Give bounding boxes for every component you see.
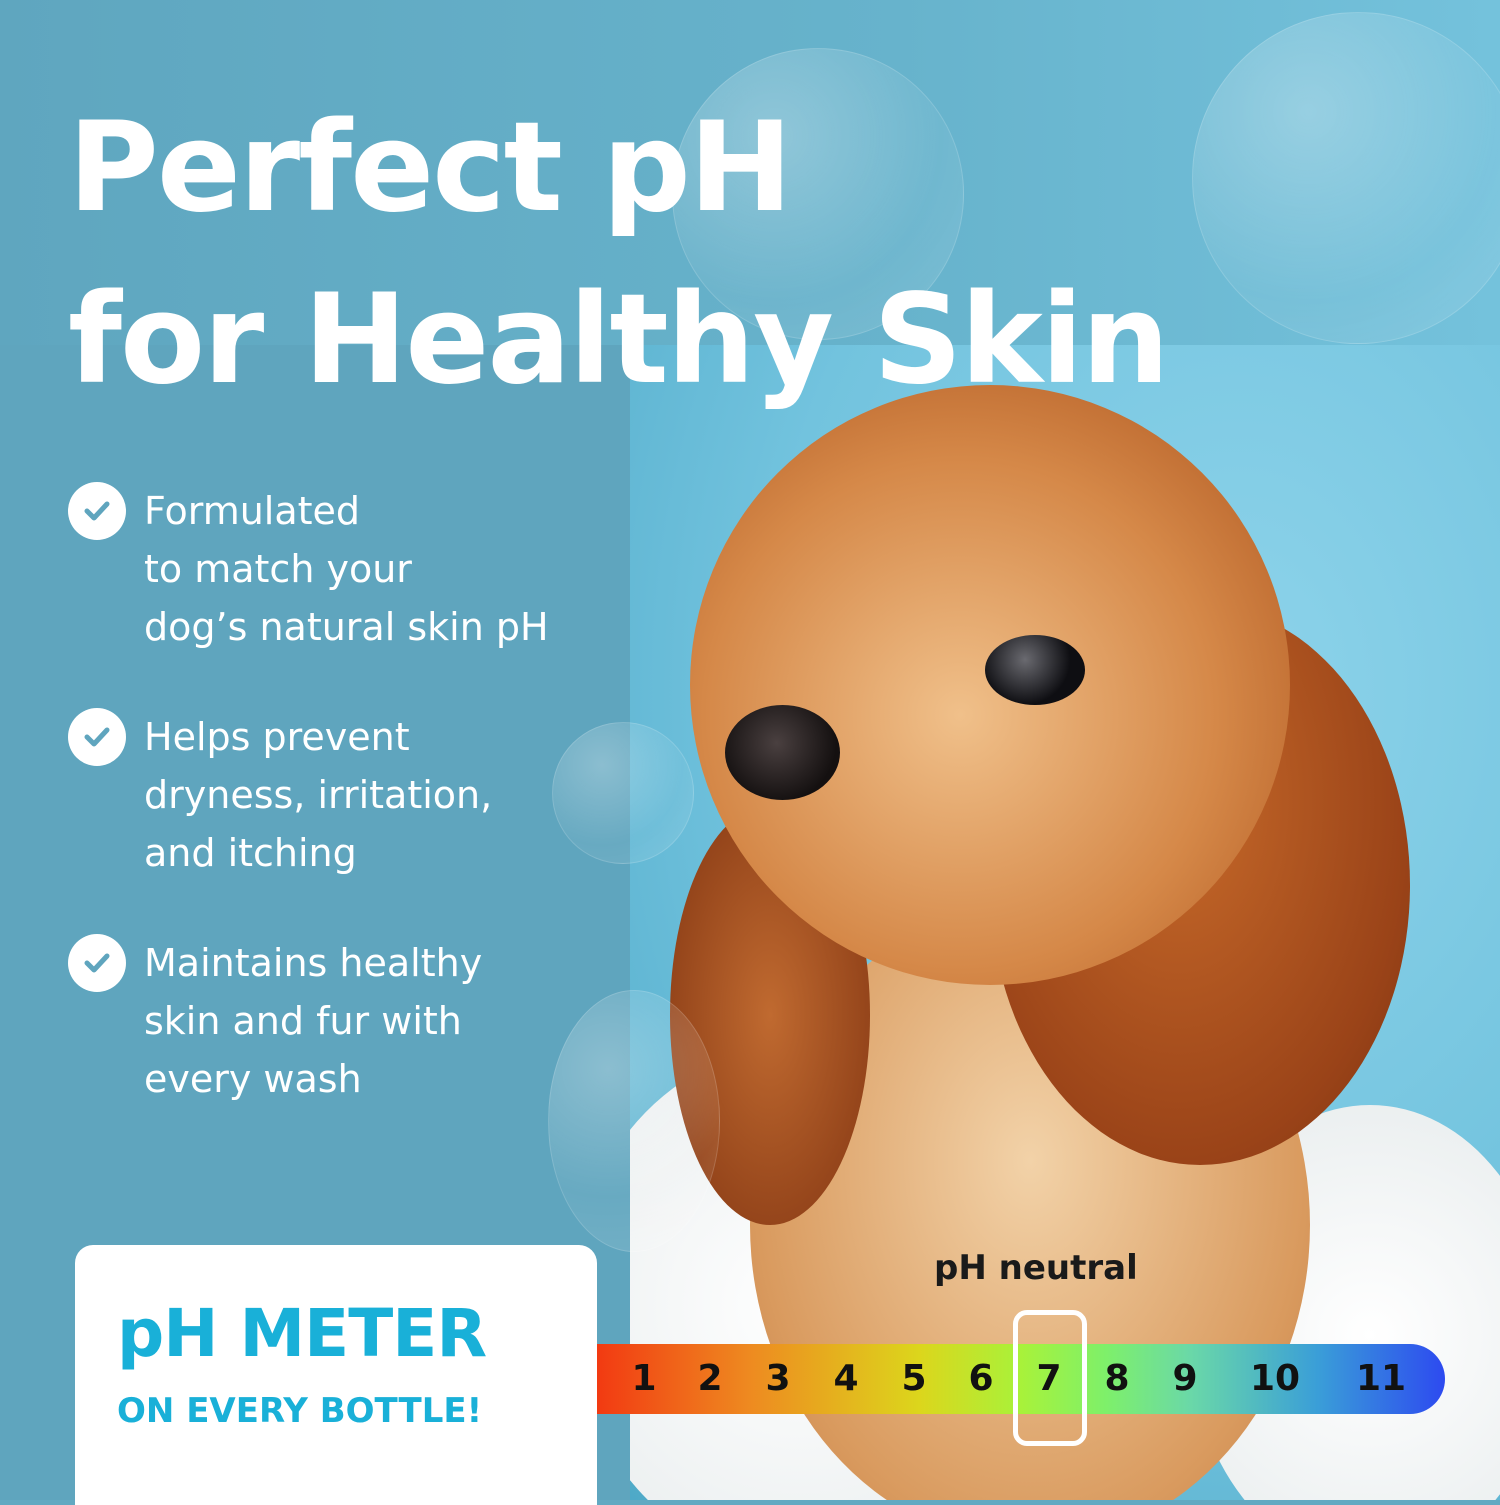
benefit-text: Helps prevent dryness, irritation, and i… <box>144 715 493 875</box>
benefit-item: Maintains healthy skin and fur with ever… <box>68 934 549 1108</box>
ph-neutral-marker <box>1013 1310 1087 1446</box>
ph-tick-6: 6 <box>968 1358 994 1399</box>
ph-neutral-label: pH neutral <box>934 1248 1138 1288</box>
benefits-list: Formulated to match your dog’s natural s… <box>68 482 549 1160</box>
ph-tick-7: 7 <box>1036 1358 1062 1399</box>
puppy-eye <box>985 635 1085 705</box>
benefit-item: Helps prevent dryness, irritation, and i… <box>68 708 549 882</box>
check-circle-icon <box>68 708 126 766</box>
ph-tick-1: 1 <box>631 1358 657 1399</box>
ph-tick-4: 4 <box>833 1358 859 1399</box>
puppy-photo <box>630 345 1500 1500</box>
ph-scale-bar: 1 2 3 4 5 6 7 8 9 10 11 <box>597 1344 1445 1414</box>
benefit-text: Formulated to match your dog’s natural s… <box>144 489 549 649</box>
check-circle-icon <box>68 482 126 540</box>
check-circle-icon <box>68 934 126 992</box>
callout-subtitle: ON EVERY BOTTLE! <box>117 1391 483 1431</box>
ph-tick-9: 9 <box>1172 1358 1198 1399</box>
ph-tick-2: 2 <box>697 1358 723 1399</box>
headline: Perfect pH for Healthy Skin <box>68 82 1170 426</box>
callout-title: pH METER <box>117 1295 487 1372</box>
bubble <box>552 722 694 864</box>
bubble <box>1192 12 1500 344</box>
headline-line-2: for Healthy Skin <box>68 268 1170 412</box>
ph-tick-8: 8 <box>1104 1358 1130 1399</box>
ph-tick-3: 3 <box>765 1358 791 1399</box>
ph-tick-11: 11 <box>1355 1358 1407 1399</box>
headline-line-1: Perfect pH <box>68 96 793 240</box>
ph-meter-callout: pH METER ON EVERY BOTTLE! <box>75 1245 597 1505</box>
benefit-text: Maintains healthy skin and fur with ever… <box>144 941 483 1101</box>
benefit-item: Formulated to match your dog’s natural s… <box>68 482 549 656</box>
ph-tick-10: 10 <box>1249 1358 1301 1399</box>
puppy-nose <box>725 705 840 800</box>
bubble <box>672 48 964 340</box>
ph-tick-5: 5 <box>901 1358 927 1399</box>
bubble <box>548 990 720 1252</box>
